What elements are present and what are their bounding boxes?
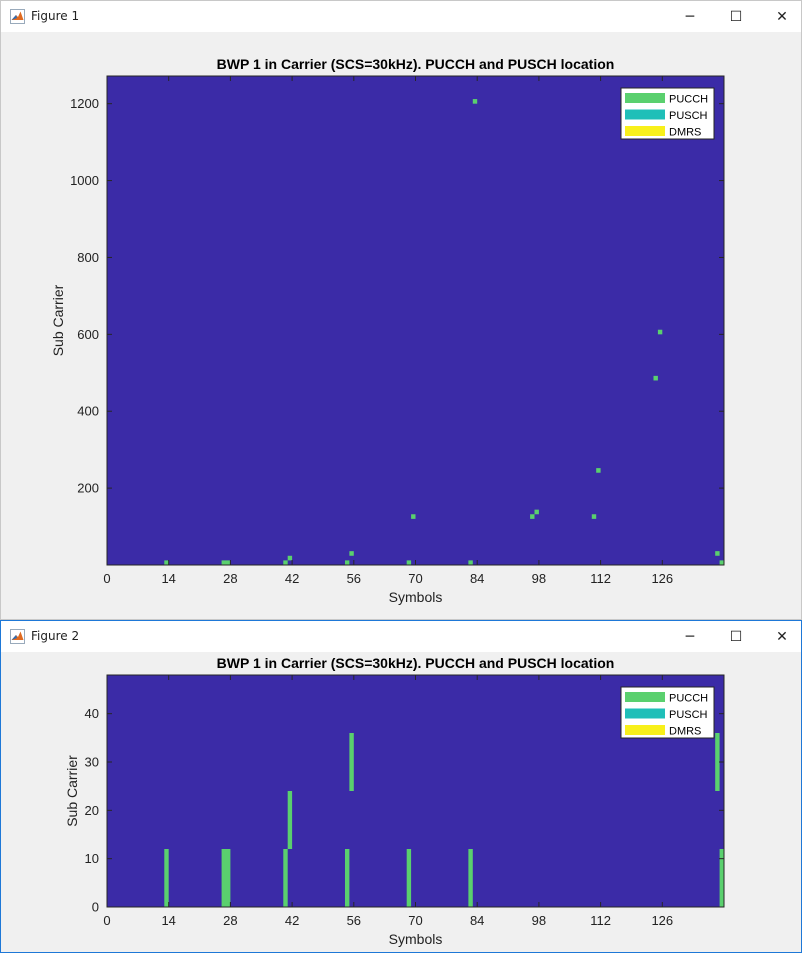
x-tick-label: 84 <box>470 571 484 586</box>
maximize-button[interactable]: ☐ <box>729 628 743 645</box>
legend-swatch-pusch <box>625 109 665 120</box>
legend-label-pucch: PUCCH <box>669 94 708 106</box>
x-tick-label: 28 <box>223 913 237 928</box>
pucch-block-13 <box>596 468 601 473</box>
figure-1-chart: BWP 1 in Carrier (SCS=30kHz). PUCCH and … <box>50 56 725 605</box>
x-tick-label: 98 <box>532 571 546 586</box>
x-tick-label: 84 <box>470 913 484 928</box>
figure-1-titlebar[interactable]: Figure 1 ─ ☐ ✕ <box>1 1 801 32</box>
legend-label-dmrs: DMRS <box>669 726 701 738</box>
x-axis-label: Symbols <box>389 931 443 947</box>
pucch-block-4 <box>344 560 350 565</box>
y-tick-label: 800 <box>77 250 99 265</box>
pucch-block-17 <box>719 560 724 565</box>
x-tick-label: 56 <box>347 913 361 928</box>
pucch-block-11 <box>534 509 539 515</box>
plot-area <box>107 76 724 565</box>
y-tick-label: 1200 <box>70 96 99 111</box>
pucch-block-8 <box>715 733 720 791</box>
legend-swatch-pusch <box>625 708 665 719</box>
maximize-button[interactable]: ☐ <box>729 8 743 25</box>
x-tick-label: 126 <box>651 913 673 928</box>
y-tick-label: 400 <box>77 404 99 419</box>
matlab-logo-icon <box>10 9 25 24</box>
window-title: Figure 2 <box>31 629 80 643</box>
legend-swatch-pucch <box>625 93 665 103</box>
pucch-block-5 <box>349 733 354 791</box>
pucch-block-9 <box>472 99 478 104</box>
pucch-block-14 <box>653 375 658 381</box>
x-tick-label: 42 <box>285 571 299 586</box>
x-tick-label: 126 <box>651 571 673 586</box>
pucch-block-8 <box>468 560 473 565</box>
pucch-block-2 <box>283 560 288 565</box>
x-tick-label: 70 <box>408 913 422 928</box>
pucch-block-3 <box>287 555 293 561</box>
y-tick-label: 200 <box>77 481 99 496</box>
x-tick-label: 0 <box>103 913 110 928</box>
minimize-button[interactable]: ─ <box>685 628 695 645</box>
y-axis-label: Sub Carrier <box>64 755 80 827</box>
x-tick-label: 112 <box>590 913 611 928</box>
y-tick-label: 40 <box>85 706 99 721</box>
x-tick-label: 70 <box>408 571 422 586</box>
legend-swatch-dmrs <box>625 725 665 735</box>
window-title: Figure 1 <box>31 9 80 23</box>
legend-label-pusch: PUSCH <box>669 110 708 122</box>
matlab-logo-icon <box>10 629 25 644</box>
pucch-block-6 <box>406 560 412 565</box>
figure-2-window: Figure 2 ─ ☐ ✕ BWP 1 in Carrier (SCS=30k… <box>0 620 802 953</box>
x-tick-label: 42 <box>285 913 299 928</box>
figure-2-chart: BWP 1 in Carrier (SCS=30kHz). PUCCH and … <box>64 655 725 947</box>
pucch-block-15 <box>657 329 663 335</box>
legend-label-dmrs: DMRS <box>669 127 701 139</box>
pucch-block-3 <box>287 791 293 849</box>
x-axis-label: Symbols <box>389 589 443 605</box>
y-tick-label: 0 <box>92 900 99 915</box>
pucch-block-16 <box>715 551 720 556</box>
pucch-block-7 <box>468 849 473 907</box>
x-tick-label: 14 <box>161 913 175 928</box>
y-tick-label: 30 <box>85 755 99 770</box>
x-tick-label: 56 <box>347 571 361 586</box>
pucch-block-5 <box>349 551 354 556</box>
legend-swatch-dmrs <box>625 126 665 136</box>
pucch-block-1 <box>221 849 231 907</box>
pucch-block-1 <box>221 560 231 565</box>
legend-label-pusch: PUSCH <box>669 709 708 721</box>
figure-2-titlebar[interactable]: Figure 2 ─ ☐ ✕ <box>1 621 801 652</box>
y-tick-label: 600 <box>77 327 99 342</box>
pucch-block-10 <box>530 514 535 519</box>
pucch-block-6 <box>406 849 412 907</box>
x-tick-label: 28 <box>223 571 237 586</box>
close-button[interactable]: ✕ <box>776 628 788 645</box>
chart-title: BWP 1 in Carrier (SCS=30kHz). PUCCH and … <box>217 56 615 72</box>
x-tick-label: 98 <box>532 913 546 928</box>
pucch-block-0 <box>164 560 169 565</box>
x-tick-label: 0 <box>103 571 110 586</box>
pucch-block-2 <box>283 849 288 907</box>
minimize-button[interactable]: ─ <box>685 8 695 25</box>
figure-1-window: Figure 1 ─ ☐ ✕ BWP 1 in Carrier (SCS=30k… <box>0 0 802 620</box>
close-button[interactable]: ✕ <box>776 8 788 25</box>
y-axis-label: Sub Carrier <box>50 284 66 356</box>
pucch-block-4 <box>344 849 350 907</box>
pucch-block-0 <box>164 849 169 907</box>
pucch-block-7 <box>411 514 416 519</box>
y-tick-label: 20 <box>85 803 99 818</box>
y-tick-label: 1000 <box>70 173 99 188</box>
pucch-block-9 <box>719 849 724 907</box>
chart-title: BWP 1 in Carrier (SCS=30kHz). PUCCH and … <box>217 655 615 671</box>
legend-swatch-pucch <box>625 692 665 702</box>
legend-label-pucch: PUCCH <box>669 693 708 705</box>
x-tick-label: 14 <box>161 571 175 586</box>
x-tick-label: 112 <box>590 571 611 586</box>
y-tick-label: 10 <box>85 851 99 866</box>
pucch-block-12 <box>591 514 597 519</box>
